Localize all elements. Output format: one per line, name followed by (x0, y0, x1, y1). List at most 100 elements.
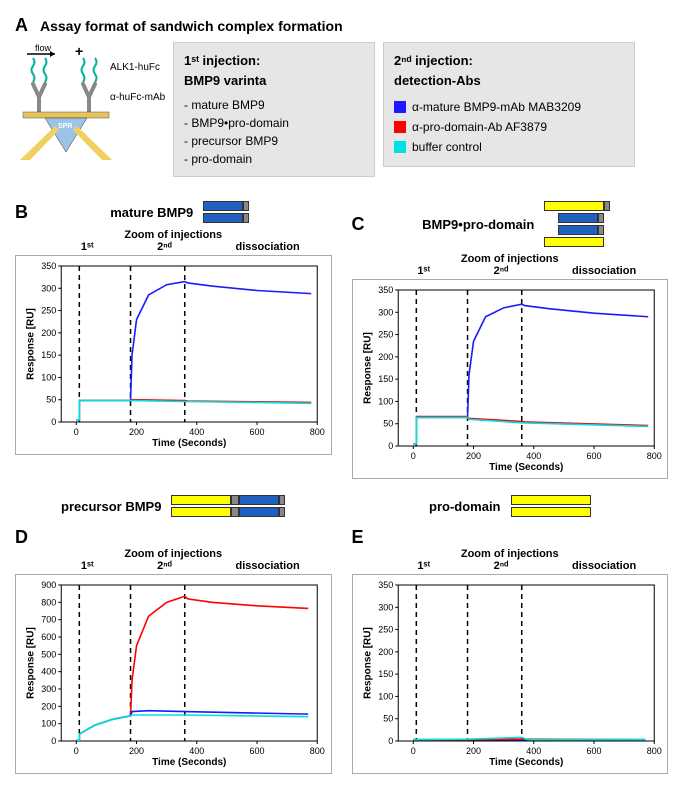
svg-text:400: 400 (526, 451, 541, 461)
svg-text:Response [RU]: Response [RU] (25, 627, 36, 699)
svg-text:800: 800 (646, 451, 661, 461)
variant-b-title: mature BMP9 (110, 205, 193, 220)
svg-text:800: 800 (41, 598, 56, 608)
flow-label: flow (35, 43, 52, 53)
svg-text:900: 900 (41, 580, 56, 590)
svg-text:0: 0 (388, 441, 393, 451)
cartoon-d (171, 495, 285, 517)
chart-e: 0501001502002503003500200400600800Time (… (352, 574, 669, 774)
chart-annot-top: Zoom of injections (352, 548, 669, 560)
chart-d: 0100200300400500600700800900020040060080… (15, 574, 332, 774)
svg-text:0: 0 (410, 746, 415, 756)
svg-text:300: 300 (41, 684, 56, 694)
svg-text:300: 300 (41, 283, 56, 293)
svg-text:600: 600 (249, 427, 264, 437)
svg-text:200: 200 (41, 702, 56, 712)
svg-text:200: 200 (378, 352, 393, 362)
svg-text:0: 0 (410, 451, 415, 461)
svg-text:400: 400 (189, 746, 204, 756)
chart-annot-top: Zoom of injections (15, 548, 332, 560)
svg-text:500: 500 (41, 650, 56, 660)
inj1-item: - BMP9•pro-domain (184, 114, 364, 132)
chart-annot-top: Zoom of injections (352, 253, 669, 265)
legend-item: buffer control (394, 138, 624, 156)
section-a: flow + SPR A (15, 42, 668, 177)
svg-text:600: 600 (249, 746, 264, 756)
inj1-item: - mature BMP9 (184, 96, 364, 114)
panel-b-label: B (15, 202, 28, 223)
svg-text:SPR: SPR (58, 123, 72, 130)
legend-item: α-mature BMP9-mAb MAB3209 (394, 98, 624, 116)
svg-text:400: 400 (189, 427, 204, 437)
svg-text:350: 350 (378, 285, 393, 295)
svg-text:600: 600 (41, 632, 56, 642)
svg-text:50: 50 (383, 714, 393, 724)
svg-text:150: 150 (41, 350, 56, 360)
chart-annot-top: Zoom of injections (15, 229, 332, 241)
svg-text:0: 0 (74, 427, 79, 437)
cartoon-e (511, 495, 591, 517)
svg-text:250: 250 (378, 330, 393, 340)
svg-text:200: 200 (378, 647, 393, 657)
panel-a-label: A (15, 15, 28, 36)
svg-text:200: 200 (466, 746, 481, 756)
svg-text:0: 0 (74, 746, 79, 756)
svg-text:100: 100 (41, 373, 56, 383)
svg-text:150: 150 (378, 374, 393, 384)
chart-annot-cols: 1ˢᵗ 2ⁿᵈ dissociation (15, 560, 332, 574)
svg-text:100: 100 (41, 719, 56, 729)
legend-item: α-pro-domain-Ab AF3879 (394, 118, 624, 136)
spr-diagram: flow + SPR A (15, 42, 165, 162)
svg-text:Response [RU]: Response [RU] (25, 308, 36, 380)
svg-text:Time (Seconds): Time (Seconds) (152, 757, 226, 768)
chart-annot-cols: 1ˢᵗ 2ⁿᵈ dissociation (15, 241, 332, 255)
svg-text:200: 200 (466, 451, 481, 461)
svg-text:100: 100 (378, 397, 393, 407)
chart-b: 0 50 100 150 200 250 300 350 0 200 400 600 800 Time (… (15, 255, 332, 455)
svg-text:50: 50 (46, 395, 56, 405)
panel-d-label: D (15, 527, 28, 547)
chart-annot-cols: 1ˢᵗ 2ⁿᵈ dissociation (352, 265, 669, 279)
svg-text:300: 300 (378, 307, 393, 317)
svg-text:Response [RU]: Response [RU] (362, 627, 373, 699)
svg-text:200: 200 (129, 746, 144, 756)
svg-text:Time (Seconds): Time (Seconds) (489, 757, 563, 768)
variant-d-title: precursor BMP9 (61, 499, 161, 514)
svg-text:300: 300 (378, 602, 393, 612)
injection1-box: 1ˢᵗ injection:BMP9 varinta - mature BMP9… (173, 42, 375, 177)
svg-text:350: 350 (378, 580, 393, 590)
svg-text:200: 200 (129, 427, 144, 437)
panel-c-label: C (352, 214, 365, 235)
svg-text:700: 700 (41, 615, 56, 625)
svg-text:0: 0 (51, 417, 56, 427)
svg-text:50: 50 (383, 419, 393, 429)
cartoon-c (544, 201, 610, 247)
svg-text:600: 600 (586, 451, 601, 461)
svg-text:0: 0 (51, 736, 56, 746)
svg-text:0: 0 (388, 736, 393, 746)
svg-text:800: 800 (310, 427, 325, 437)
svg-text:600: 600 (586, 746, 601, 756)
svg-text:250: 250 (378, 625, 393, 635)
svg-text:Response [RU]: Response [RU] (362, 332, 373, 404)
svg-text:400: 400 (526, 746, 541, 756)
cartoon-b (203, 201, 249, 223)
injection2-box: 2ⁿᵈ injection:detection-Abs α-mature BMP… (383, 42, 635, 167)
svg-text:Time (Seconds): Time (Seconds) (152, 438, 226, 449)
svg-text:400: 400 (41, 667, 56, 677)
plus-label: + (75, 43, 83, 59)
chart-annot-cols: 1ˢᵗ 2ⁿᵈ dissociation (352, 560, 669, 574)
inj1-item: - pro-domain (184, 150, 364, 168)
variant-c-title: BMP9•pro-domain (422, 217, 534, 232)
svg-text:100: 100 (378, 692, 393, 702)
svg-text:350: 350 (41, 261, 56, 271)
svg-text:250: 250 (41, 306, 56, 316)
panel-e-label: E (352, 527, 364, 547)
svg-text:ALK1-huFc: ALK1-huFc (110, 62, 160, 73)
svg-text:α-huFc-mAb: α-huFc-mAb (110, 92, 165, 103)
svg-text:200: 200 (41, 328, 56, 338)
variant-e-title: pro-domain (429, 499, 501, 514)
panel-a-title: Assay format of sandwich complex formati… (40, 18, 343, 34)
inj1-item: - precursor BMP9 (184, 132, 364, 150)
svg-text:800: 800 (646, 746, 661, 756)
